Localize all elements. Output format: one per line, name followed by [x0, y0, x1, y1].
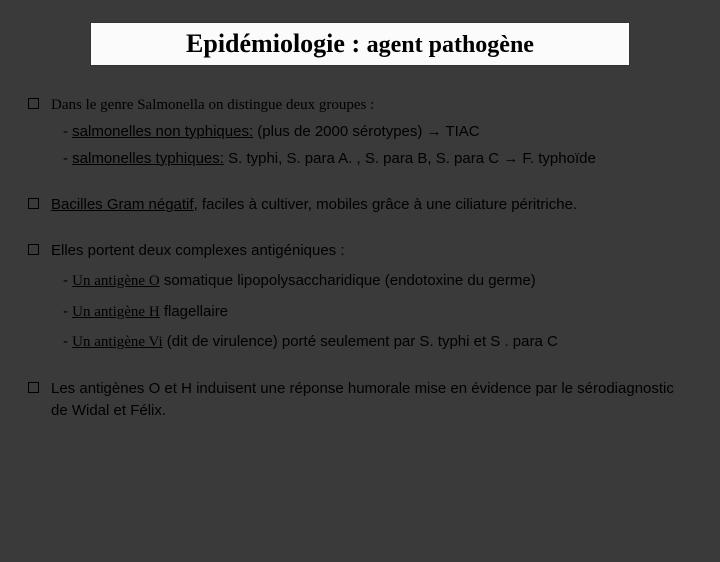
bullet-body: Elles portent deux complexes antigénique…: [51, 240, 558, 354]
title-main: Epidémiologie: [186, 29, 345, 58]
title-box: Epidémiologie : agent pathogène: [90, 22, 630, 66]
bullet-text: , faciles à cultiver, mobiles grâce à un…: [194, 196, 578, 213]
title-sub: agent pathogène: [367, 32, 534, 58]
dash: -: [63, 272, 72, 289]
bullet-item: Bacilles Gram négatif, faciles à cultive…: [28, 194, 692, 216]
sub-label: Un antigène H: [72, 304, 159, 320]
sub-tail: TIAC: [442, 123, 480, 140]
sub-tail: F. typhoïde: [518, 150, 596, 167]
bullet-marker-icon: [28, 382, 39, 393]
bullet-item: Dans le genre Salmonella on distingue de…: [28, 94, 692, 170]
sub-line: - Un antigène Vi (dit de virulence) port…: [63, 331, 558, 354]
bullet-marker-icon: [28, 244, 39, 255]
sub-line: - salmonelles typhiques: S. typhi, S. pa…: [63, 148, 596, 171]
bullet-body: Bacilles Gram négatif, faciles à cultive…: [51, 194, 577, 216]
sub-rest: (dit de virulence) porté seulement par S…: [163, 333, 558, 350]
bullet-item: Elles portent deux complexes antigénique…: [28, 240, 692, 354]
bullet-body: Dans le genre Salmonella on distingue de…: [51, 94, 596, 170]
sub-rest: S. typhi, S. para A. , S. para B, S. par…: [224, 150, 503, 167]
arrow-icon: →: [503, 151, 518, 167]
sub-rest: flagellaire: [160, 303, 228, 320]
sub-rest: somatique lipopolysaccharidique (endotox…: [160, 272, 536, 289]
bullet-marker-icon: [28, 198, 39, 209]
sub-label: Un antigène O: [72, 273, 159, 289]
content-area: Dans le genre Salmonella on distingue de…: [0, 66, 720, 422]
sub-label: salmonelles non typhiques:: [72, 123, 253, 140]
bullet-lead: Elles portent deux complexes antigénique…: [51, 242, 345, 259]
arrow-icon: →: [427, 124, 442, 140]
bullet-text-underline: Bacilles Gram négatif: [51, 196, 194, 213]
bullet-item: Les antigènes O et H induisent une répon…: [28, 378, 692, 422]
bullet-text: Les antigènes O et H induisent une répon…: [51, 380, 674, 419]
title-sep: :: [345, 29, 367, 58]
bullet-lead: Dans le genre Salmonella on distingue de…: [51, 97, 374, 113]
dash: -: [63, 303, 72, 320]
sub-rest: (plus de 2000 sérotypes): [253, 123, 426, 140]
sub-label: salmonelles typhiques:: [72, 150, 224, 167]
sub-line: - salmonelles non typhiques: (plus de 20…: [63, 121, 596, 144]
sub-label: Un antigène Vi: [72, 334, 162, 350]
bullet-body: Les antigènes O et H induisent une répon…: [51, 378, 692, 422]
dash: -: [63, 123, 72, 140]
bullet-marker-icon: [28, 98, 39, 109]
sub-line: - Un antigène H flagellaire: [63, 301, 558, 324]
sub-line: - Un antigène O somatique lipopolysaccha…: [63, 270, 558, 293]
dash: -: [63, 150, 72, 167]
dash: -: [63, 333, 72, 350]
